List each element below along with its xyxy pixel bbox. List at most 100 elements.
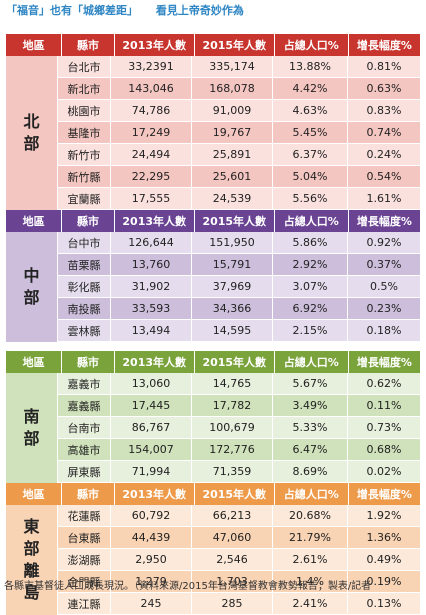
region-label: 南部: [6, 373, 58, 483]
cell-y2015: 1,703: [192, 571, 273, 592]
cell-growth: 1.61%: [366, 192, 402, 205]
region-label: 東部離島: [6, 505, 58, 615]
column-header-growth: 增長幅度%: [356, 488, 412, 501]
cell-y2013: 74,786: [111, 100, 192, 121]
cell-share: 5.56%: [273, 188, 348, 209]
column-header-y2013: 2013年人數: [115, 34, 195, 56]
cell-county: 連江縣: [58, 593, 111, 614]
cell-share: 2.61%: [273, 549, 348, 570]
cell-county: 新竹縣: [58, 166, 111, 187]
headline-part-2: 看見上帝奇妙作為: [155, 4, 244, 17]
cell-growth: 0.02%: [366, 465, 402, 478]
cell-y2015: 100,679: [192, 417, 273, 438]
cell-y2015: 151,950: [192, 232, 273, 253]
cell-growth: 0.92%: [366, 236, 402, 249]
table-row: 台東縣 44,439 47,060 21.79% 1.36%: [58, 527, 420, 549]
cell-county: 苗栗縣: [58, 254, 111, 275]
cell-y2015: 168,078: [192, 78, 273, 99]
column-header-county: 縣市: [62, 483, 115, 505]
table-row: 澎湖縣 2,950 2,546 2.61% 0.49%: [58, 549, 420, 571]
cell-y2013: 24,494: [111, 144, 192, 165]
cell-share: 3.07%: [273, 276, 348, 297]
cell-y2013: 44,439: [111, 527, 192, 548]
population-table: 地區 縣市 2013年人數 2015年人數 占總人口% 增長幅度% 北部 台北市 33,2391…: [6, 34, 420, 615]
headline: 「福音」也有「城鄉差距」 看見上帝奇妙作為: [6, 3, 420, 19]
cell-y2015: 34,366: [192, 298, 273, 319]
cell-y2015: 14,595: [192, 320, 273, 341]
cell-county: 新北市: [58, 78, 111, 99]
cell-share: 13.88%: [273, 56, 348, 77]
cell-county: 台北市: [58, 56, 111, 77]
table-row: 連江縣 245 285 2.41% 0.13%: [58, 593, 420, 615]
cell-growth: 0.73%: [366, 421, 402, 434]
cell-growth: 0.37%: [366, 258, 402, 271]
table-row: 台南市 86,767 100,679 5.33% 0.73%: [58, 417, 420, 439]
cell-y2015: 25,891: [192, 144, 273, 165]
table-row: 宜蘭縣 17,555 24,539 5.56% 1.61%: [58, 188, 420, 210]
table-row: 新竹市 24,494 25,891 6.37% 0.24%: [58, 144, 420, 166]
column-header-region: 地區: [6, 351, 63, 373]
cell-share: 4.63%: [273, 100, 348, 121]
cell-growth: 1.36%: [366, 531, 402, 544]
table-row: 新北市 143,046 168,078 4.42% 0.63%: [58, 78, 420, 100]
table-row: 彰化縣 31,902 37,969 3.07% 0.5%: [58, 276, 420, 298]
cell-growth: 0.63%: [366, 82, 402, 95]
cell-share: 21.79%: [273, 527, 348, 548]
table-row: 金門縣 1,279 1,703 1.4% 0.19%: [58, 571, 420, 593]
cell-growth: 0.24%: [366, 148, 402, 161]
cell-county: 高雄市: [58, 439, 111, 460]
cell-y2015: 37,969: [192, 276, 273, 297]
cell-y2015: 15,791: [192, 254, 273, 275]
column-header-share: 占總人口%: [275, 34, 349, 56]
cell-growth: 0.13%: [366, 597, 402, 610]
column-header-region: 地區: [6, 34, 63, 56]
region-label: 中部: [6, 232, 58, 342]
column-header-y2013: 2013年人數: [115, 210, 195, 232]
cell-county: 宜蘭縣: [58, 188, 111, 209]
headline-part-1: 「福音」也有「城鄉差距」: [6, 4, 138, 17]
table-row: 嘉義市 13,060 14,765 5.67% 0.62%: [58, 373, 420, 395]
column-header-y2013: 2013年人數: [115, 483, 195, 505]
cell-y2015: 19,767: [192, 122, 273, 143]
cell-y2013: 2,950: [111, 549, 192, 570]
column-header-growth: 增長幅度%: [356, 39, 412, 52]
cell-share: 2.15%: [273, 320, 348, 341]
cell-county: 南投縣: [58, 298, 111, 319]
cell-share: 8.69%: [273, 461, 348, 482]
column-header-county: 縣市: [62, 34, 115, 56]
cell-county: 嘉義市: [58, 373, 111, 394]
cell-y2015: 172,776: [192, 439, 273, 460]
table-row: 高雄市 154,007 172,776 6.47% 0.68%: [58, 439, 420, 461]
cell-share: 2.41%: [273, 593, 348, 614]
cell-growth: 0.11%: [366, 399, 402, 412]
column-header-share: 占總人口%: [275, 210, 349, 232]
cell-share: 2.92%: [273, 254, 348, 275]
cell-y2015: 25,601: [192, 166, 273, 187]
cell-county: 桃園市: [58, 100, 111, 121]
cell-county: 台東縣: [58, 527, 111, 548]
cell-y2015: 66,213: [192, 505, 273, 526]
cell-y2013: 126,644: [111, 232, 192, 253]
cell-county: 花蓮縣: [58, 505, 111, 526]
column-header-y2015: 2015年人數: [195, 483, 275, 505]
cell-y2013: 17,445: [111, 395, 192, 416]
cell-y2013: 13,760: [111, 254, 192, 275]
cell-y2015: 24,539: [192, 188, 273, 209]
cell-share: 1.4%: [273, 571, 348, 592]
cell-y2013: 60,792: [111, 505, 192, 526]
cell-y2013: 33,2391: [111, 56, 192, 77]
column-header-share: 占總人口%: [275, 483, 349, 505]
cell-growth: 0.83%: [366, 104, 402, 117]
table-row: 屏東縣 71,994 71,359 8.69% 0.02%: [58, 461, 420, 483]
cell-share: 5.67%: [273, 373, 348, 394]
cell-growth: 1.92%: [366, 509, 402, 522]
cell-y2013: 17,249: [111, 122, 192, 143]
column-header-region: 地區: [6, 210, 63, 232]
cell-share: 6.47%: [273, 439, 348, 460]
cell-y2013: 71,994: [111, 461, 192, 482]
cell-county: 基隆市: [58, 122, 111, 143]
table-row: 基隆市 17,249 19,767 5.45% 0.74%: [58, 122, 420, 144]
column-header-share: 占總人口%: [275, 351, 349, 373]
cell-county: 屏東縣: [58, 461, 111, 482]
column-header-y2015: 2015年人數: [195, 34, 275, 56]
